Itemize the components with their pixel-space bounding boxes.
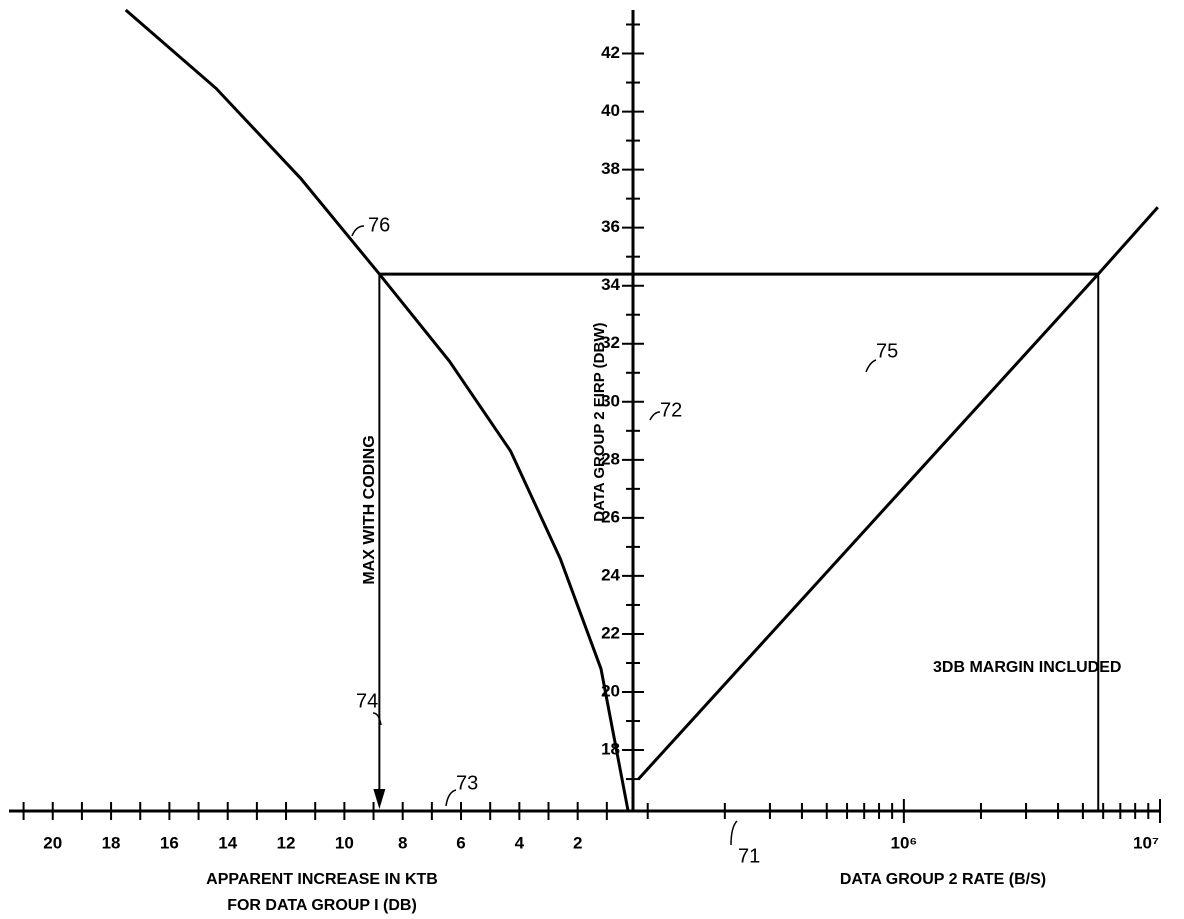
x-tick-label: 8: [398, 833, 407, 852]
annotation: 71: [738, 845, 760, 867]
y-tick-label: 22: [601, 623, 620, 642]
x-tick-label: 10⁶: [890, 833, 917, 852]
leader: [649, 411, 661, 421]
x-tick-label: 18: [102, 833, 121, 852]
x-tick-label: 20: [43, 833, 62, 852]
y-tick-label: 42: [601, 43, 620, 62]
leader: [351, 225, 365, 237]
x-tick-label: 10⁷: [1133, 833, 1159, 852]
x-tick-label: 10: [335, 833, 354, 852]
curve: [637, 206, 1159, 781]
annotation: 74: [356, 690, 378, 712]
x-axis-title: DATA GROUP 2 RATE (B/S): [840, 871, 1046, 888]
y-tick-label: 30: [601, 391, 620, 410]
leader: [865, 359, 877, 373]
arrow-head: [373, 789, 386, 809]
leader: [372, 712, 382, 726]
x-tick-label: 6: [456, 833, 465, 852]
x-axis-title: APPARENT INCREASE IN KTB: [206, 871, 438, 888]
annotation: 76: [368, 214, 390, 236]
annotation: MAX WITH CODING: [361, 435, 378, 584]
x-tick-label: 12: [277, 833, 296, 852]
x-tick-label: 16: [160, 833, 179, 852]
x-tick-label: 4: [515, 833, 525, 852]
annotation: 3DB MARGIN INCLUDED: [933, 659, 1121, 676]
y-tick-label: 24: [601, 565, 620, 584]
y-tick-label: 34: [601, 275, 620, 294]
y-tick-label: 40: [601, 101, 620, 120]
y-axis-title: DATA GROUP 2 EIRP (DBW): [591, 323, 608, 522]
annotation: 73: [456, 772, 478, 794]
annotation: 72: [660, 399, 682, 421]
x-axis-title: FOR DATA GROUP I (DB): [227, 897, 417, 914]
leader: [730, 820, 738, 846]
curve: [124, 8, 630, 812]
y-tick-label: 36: [601, 217, 620, 236]
annotation: 75: [876, 340, 898, 362]
leader: [445, 789, 457, 807]
y-tick-label: 32: [601, 333, 620, 352]
y-tick-label: 26: [601, 507, 620, 526]
y-tick-label: 38: [601, 159, 620, 178]
x-tick-label: 2: [573, 833, 582, 852]
y-tick-label: 28: [601, 449, 620, 468]
x-tick-label: 14: [218, 833, 237, 852]
